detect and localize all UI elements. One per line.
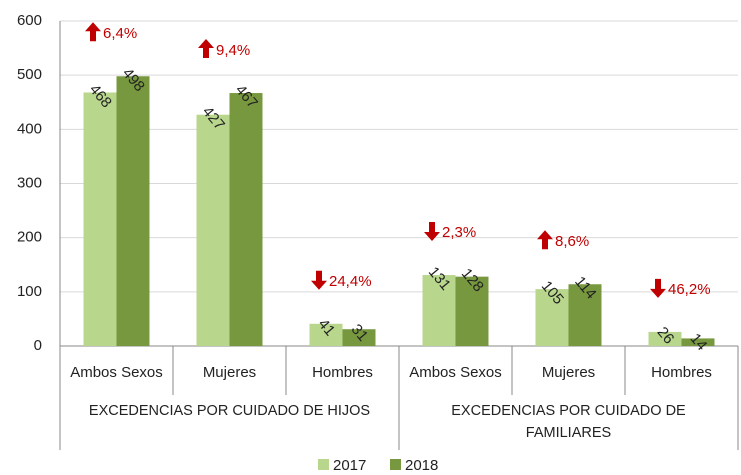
bar (229, 93, 263, 347)
change-arrow (650, 278, 666, 298)
x-tick-label: Ambos Sexos (409, 364, 502, 381)
change-label: 9,4% (216, 42, 250, 59)
change-arrow (311, 270, 327, 290)
legend-label: 2017 (333, 457, 366, 474)
y-tick-label: 400 (17, 120, 42, 137)
bar (568, 284, 602, 346)
group-label: EXCEDENCIAS POR CUIDADO DE FAMILIARES (451, 403, 686, 441)
bar (648, 331, 682, 346)
bar (116, 76, 150, 346)
y-tick-label: 200 (17, 229, 42, 246)
change-arrow (537, 230, 553, 250)
x-tick-label: Mujeres (203, 364, 256, 381)
x-tick-label: Mujeres (542, 364, 595, 381)
x-tick-label: Hombres (312, 364, 373, 381)
y-tick-label: 0 (34, 337, 42, 354)
change-arrow (198, 39, 214, 59)
data-label: 14 (687, 330, 711, 354)
legend-label: 2018 (405, 457, 438, 474)
bar (309, 323, 343, 346)
bar (535, 289, 569, 346)
bar (342, 329, 376, 346)
bar (681, 338, 715, 346)
change-arrow (424, 222, 440, 242)
bar (455, 276, 489, 346)
change-label: 8,6% (555, 233, 589, 250)
group-label: EXCEDENCIAS POR CUIDADO DE HIJOS (88, 403, 371, 419)
x-tick-label: Ambos Sexos (70, 364, 163, 381)
x-tick-label: Hombres (651, 364, 712, 381)
y-tick-label: 600 (17, 12, 42, 29)
bar (422, 275, 456, 346)
legend-swatch (318, 459, 329, 470)
bar (83, 92, 117, 346)
y-tick-label: 300 (17, 174, 42, 191)
y-tick-label: 500 (17, 66, 42, 83)
bar (196, 114, 230, 346)
change-label: 2,3% (442, 224, 476, 241)
change-label: 24,4% (329, 273, 372, 290)
change-label: 46,2% (668, 281, 711, 298)
y-tick-label: 100 (17, 283, 42, 300)
change-arrow (85, 22, 101, 42)
change-label: 6,4% (103, 25, 137, 42)
legend-swatch (390, 459, 401, 470)
